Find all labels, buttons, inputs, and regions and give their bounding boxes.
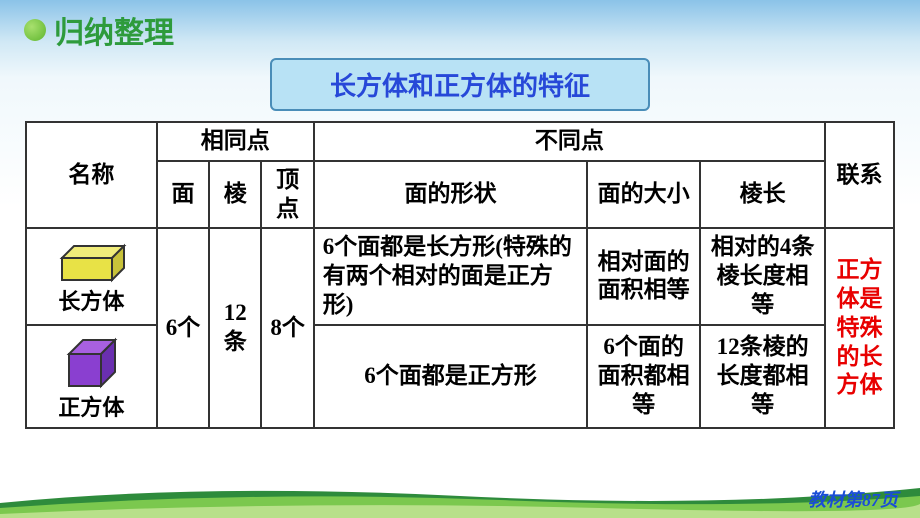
col-face-shape: 面的形状 <box>314 161 587 229</box>
cube-label: 正方体 <box>31 394 152 422</box>
shared-vertices: 8个 <box>261 228 313 428</box>
col-face-size: 面的大小 <box>587 161 700 229</box>
cube-face-shape: 6个面都是正方形 <box>314 325 587 429</box>
cuboid-face-size: 相对面的面积相等 <box>587 228 700 324</box>
header: 归纳整理 <box>0 0 920 52</box>
row-cuboid-name: 长方体 <box>26 228 157 324</box>
comparison-table: 名称 相同点 不同点 联系 面 棱 顶点 面的形状 面的大小 棱长 长方体 6个… <box>25 121 895 429</box>
header-title: 归纳整理 <box>54 8 174 52</box>
relation-text: 正方体是特殊的长方体 <box>825 228 894 428</box>
row-cube-name: 正方体 <box>26 325 157 429</box>
cuboid-icon <box>52 238 130 284</box>
col-relation: 联系 <box>825 122 894 228</box>
cube-edge-len: 12条棱的长度都相等 <box>700 325 825 429</box>
col-name: 名称 <box>26 122 157 228</box>
bullet-icon <box>24 19 46 41</box>
cube-face-size: 6个面的面积都相等 <box>587 325 700 429</box>
cube-icon <box>59 332 123 390</box>
col-vertex: 顶点 <box>261 161 313 229</box>
cuboid-face-shape: 6个面都是长方形(特殊的有两个相对的面是正方形) <box>314 228 587 324</box>
col-edge: 棱 <box>209 161 261 229</box>
shared-edges: 12条 <box>209 228 261 428</box>
cuboid-label: 长方体 <box>31 288 152 316</box>
col-face: 面 <box>157 161 209 229</box>
shared-faces: 6个 <box>157 228 209 428</box>
cuboid-edge-len: 相对的4条棱长度相等 <box>700 228 825 324</box>
col-edge-len: 棱长 <box>700 161 825 229</box>
footer-note: 教材第87页 <box>808 486 898 512</box>
background-grass <box>0 468 920 518</box>
col-same-group: 相同点 <box>157 122 314 161</box>
col-diff-group: 不同点 <box>314 122 825 161</box>
banner-title: 长方体和正方体的特征 <box>270 58 650 111</box>
